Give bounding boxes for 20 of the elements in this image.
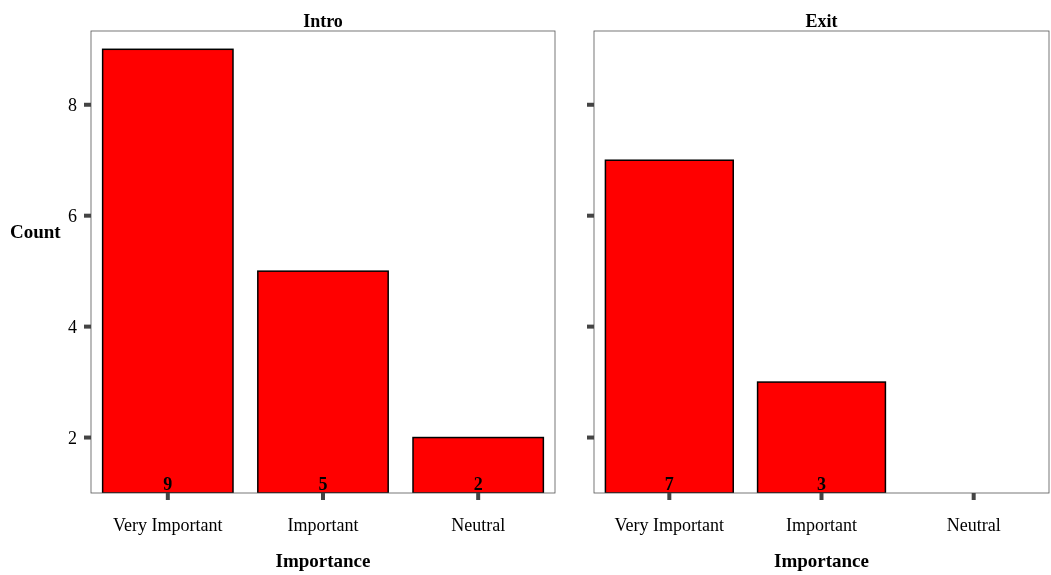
data-label: 9 [163, 474, 173, 494]
chart-title: Intro [303, 11, 343, 31]
x-tick-label: Important [786, 515, 857, 535]
x-tick-label: Important [287, 515, 359, 535]
data-label: 7 [664, 474, 674, 494]
x-tick-label: Very Important [113, 515, 223, 535]
x-axis-title: Importance [275, 550, 371, 571]
x-tick-label: Very Important [614, 515, 725, 535]
y-axis-title: Count [10, 221, 62, 242]
y-tick-label: 8 [68, 95, 77, 116]
x-axis-title: Importance [774, 550, 869, 571]
chart-title: Exit [805, 11, 838, 31]
data-label: 2 [473, 474, 483, 494]
y-tick-label: 4 [68, 316, 77, 337]
x-tick-label: Neutral [451, 515, 506, 535]
y-tick-label: 2 [68, 427, 77, 448]
data-label: 3 [817, 474, 826, 494]
x-tick-label: Neutral [946, 515, 1001, 535]
data-label: 5 [318, 474, 328, 494]
y-tick-label: 6 [68, 205, 77, 226]
